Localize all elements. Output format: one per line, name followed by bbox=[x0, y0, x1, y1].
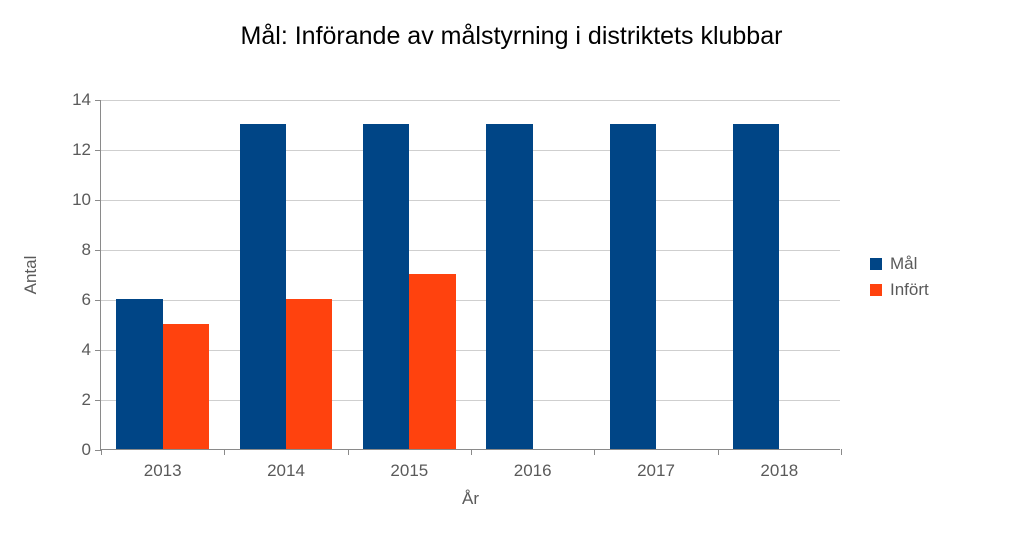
bar-infört bbox=[286, 299, 332, 449]
y-tick-label: 10 bbox=[72, 190, 101, 210]
gridline bbox=[101, 250, 840, 251]
x-tick-mark bbox=[718, 449, 719, 455]
x-tick-label: 2016 bbox=[514, 461, 552, 481]
y-axis-label: Antal bbox=[21, 255, 41, 294]
chart-container: Mål: Införande av målstyrning i distrikt… bbox=[0, 0, 1023, 551]
gridline bbox=[101, 400, 840, 401]
x-tick-label: 2014 bbox=[267, 461, 305, 481]
bar-mål bbox=[486, 124, 532, 449]
gridline bbox=[101, 150, 840, 151]
bar-infört bbox=[163, 324, 209, 449]
legend-item: Mål bbox=[870, 254, 929, 274]
gridline bbox=[101, 300, 840, 301]
x-tick-label: 2018 bbox=[760, 461, 798, 481]
x-tick-label: 2017 bbox=[637, 461, 675, 481]
x-tick-label: 2015 bbox=[390, 461, 428, 481]
x-tick-mark bbox=[224, 449, 225, 455]
legend-swatch bbox=[870, 258, 882, 270]
legend: Mål Infört bbox=[870, 248, 929, 306]
y-tick-label: 4 bbox=[82, 340, 101, 360]
plot-area: Antal År 0246810121420132014201520162017… bbox=[100, 100, 840, 450]
x-tick-mark bbox=[471, 449, 472, 455]
bar-mål bbox=[610, 124, 656, 449]
y-tick-label: 14 bbox=[72, 90, 101, 110]
y-tick-label: 8 bbox=[82, 240, 101, 260]
x-axis-label: År bbox=[101, 489, 840, 509]
x-tick-mark bbox=[348, 449, 349, 455]
gridline bbox=[101, 350, 840, 351]
legend-item: Infört bbox=[870, 280, 929, 300]
legend-swatch bbox=[870, 284, 882, 296]
bar-mål bbox=[733, 124, 779, 449]
gridline bbox=[101, 100, 840, 101]
x-tick-mark bbox=[101, 449, 102, 455]
legend-label: Infört bbox=[890, 280, 929, 300]
x-tick-label: 2013 bbox=[144, 461, 182, 481]
y-tick-label: 12 bbox=[72, 140, 101, 160]
x-tick-mark bbox=[841, 449, 842, 455]
bar-mål bbox=[363, 124, 409, 449]
gridline bbox=[101, 200, 840, 201]
x-tick-mark bbox=[594, 449, 595, 455]
bar-infört bbox=[409, 274, 455, 449]
y-tick-label: 2 bbox=[82, 390, 101, 410]
bar-mål bbox=[116, 299, 162, 449]
legend-label: Mål bbox=[890, 254, 917, 274]
y-tick-label: 6 bbox=[82, 290, 101, 310]
chart-title: Mål: Införande av målstyrning i distrikt… bbox=[0, 22, 1023, 51]
bar-mål bbox=[240, 124, 286, 449]
y-tick-label: 0 bbox=[82, 440, 101, 460]
